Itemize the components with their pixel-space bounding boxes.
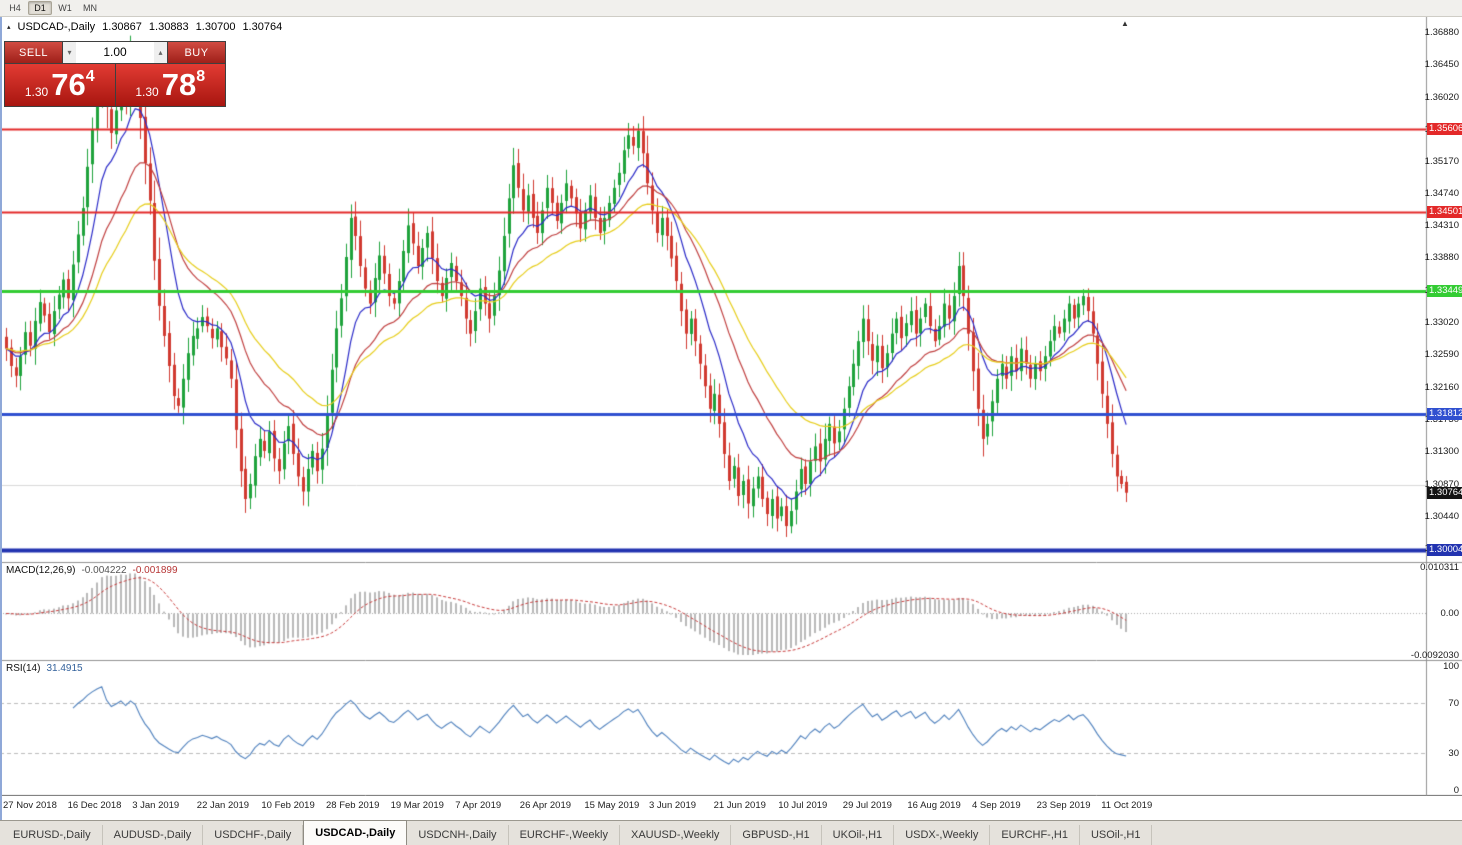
volume-increase-button[interactable]: ▴ — [154, 42, 167, 63]
date-axis-label: 26 Apr 2019 — [519, 800, 572, 811]
chart-region: ▴ USDCAD-,Daily 1.30867 1.30883 1.30700 … — [0, 17, 1462, 820]
date-axis-label: 10 Feb 2019 — [261, 800, 315, 811]
price-axis-tick: 1.30870 — [1424, 478, 1459, 490]
price-level-badge: 1.33449 — [1427, 284, 1462, 297]
timeframe-button-d1[interactable]: D1 — [28, 1, 52, 15]
trade-prices-row: 1.30 76 4 1.30 78 8 — [5, 64, 225, 106]
chart-symbol-period: USDCAD-,Daily — [17, 21, 96, 33]
date-axis-label: 29 Jul 2019 — [842, 800, 892, 811]
trade-controls-row: SELL ▾ 1.00 ▴ BUY — [5, 42, 225, 63]
macd-value-signal: -0.001899 — [132, 565, 178, 576]
rsi-axis-label: 0 — [1453, 785, 1459, 796]
price-axis-tick: 1.33020 — [1424, 317, 1459, 329]
date-axis-label: 7 Apr 2019 — [455, 800, 502, 811]
price-axis-tick: 1.32160 — [1424, 381, 1459, 393]
date-axis-label: 23 Sep 2019 — [1036, 800, 1091, 811]
tab-usdcnh-daily[interactable]: USDCNH-,Daily — [407, 825, 509, 845]
tab-eurchf-h1[interactable]: EURCHF-,H1 — [990, 825, 1080, 845]
volume-decrease-button[interactable]: ▾ — [63, 42, 76, 63]
ohlc-open: 1.30867 — [102, 21, 142, 33]
chart-canvas[interactable] — [0, 17, 1462, 796]
date-axis-label: 16 Aug 2019 — [907, 800, 961, 811]
volume-input[interactable]: 1.00 — [103, 45, 127, 59]
tab-eurchf-weekly[interactable]: EURCHF-,Weekly — [509, 825, 620, 845]
date-axis-label: 11 Oct 2019 — [1101, 800, 1153, 811]
tab-ukoil-h1[interactable]: UKOil-,H1 — [822, 825, 895, 845]
macd-axis-label: -0.0092030 — [1410, 650, 1459, 661]
timeframe-button-mn[interactable]: MN — [78, 1, 102, 15]
tab-audusd-daily[interactable]: AUDUSD-,Daily — [103, 825, 204, 845]
price-axis-tick: 1.35170 — [1424, 155, 1459, 167]
timeframe-toolbar: H4 D1 W1 MN — [0, 0, 1462, 17]
sell-price-button[interactable]: 1.30 76 4 — [5, 64, 115, 106]
price-axis-tick: 1.30440 — [1424, 511, 1459, 523]
timeframe-button-h4[interactable]: H4 — [3, 1, 27, 15]
rsi-axis-label: 30 — [1448, 747, 1459, 759]
buy-price-button[interactable]: 1.30 78 8 — [115, 64, 225, 106]
macd-name: MACD(12,26,9) — [6, 565, 76, 576]
macd-axis-label: 0.00 — [1440, 608, 1460, 620]
ohlc-low: 1.30700 — [195, 21, 236, 33]
tabs-bar: EURUSD-,Daily AUDUSD-,Daily USDCHF-,Daily U… — [0, 820, 1462, 845]
price-axis-tick: 1.32590 — [1424, 349, 1459, 361]
macd-axis-label: 0.010311 — [1420, 562, 1459, 573]
price-axis-tick: 1.36450 — [1424, 59, 1459, 71]
rsi-value: 31.4915 — [46, 663, 83, 674]
buy-button[interactable]: BUY — [168, 42, 225, 63]
price-level-badge: 1.31812 — [1427, 407, 1462, 420]
rsi-label: RSI(14) 31.4915 — [6, 663, 83, 674]
price-axis-tick: 1.34310 — [1424, 220, 1459, 232]
price-axis-tick: 1.36020 — [1424, 91, 1459, 103]
rsi-axis-label: 100 — [1443, 661, 1459, 672]
macd-label: MACD(12,26,9) -0.004222 -0.001899 — [6, 565, 178, 576]
rsi-name: RSI(14) — [6, 663, 41, 674]
timeframe-button-w1[interactable]: W1 — [53, 1, 77, 15]
buy-price-sup: 8 — [196, 68, 206, 85]
price-axis-tick: 1.34740 — [1424, 187, 1459, 199]
date-axis-label: 21 Jun 2019 — [713, 800, 766, 811]
sell-price-big: 76 — [51, 67, 86, 102]
price-level-badge: 1.35606 — [1427, 122, 1462, 135]
date-axis-label: 27 Nov 2018 — [3, 800, 57, 811]
price-level-badge: 1.30004 — [1427, 543, 1462, 556]
tab-usdx-weekly[interactable]: USDX-,Weekly — [894, 825, 991, 845]
one-click-trading-panel: SELL ▾ 1.00 ▴ BUY 1.30 76 4 1.30 78 8 — [4, 41, 226, 107]
tab-xauusd-weekly[interactable]: XAUUSD-,Weekly — [620, 825, 732, 845]
tab-usoil-h1[interactable]: USOil-,H1 — [1080, 825, 1153, 845]
window-border — [0, 17, 2, 820]
price-axis-tick: 1.33880 — [1424, 252, 1459, 264]
date-axis-label: 22 Jan 2019 — [196, 800, 250, 811]
date-axis-label: 15 May 2019 — [584, 800, 640, 811]
tab-gbpusd-h1[interactable]: GBPUSD-,H1 — [731, 825, 822, 845]
tab-usdcad-daily[interactable]: USDCAD-,Daily — [303, 820, 408, 845]
rsi-axis-label: 70 — [1448, 698, 1459, 710]
macd-value-main: -0.004222 — [81, 565, 127, 576]
date-axis-label: 3 Jun 2019 — [649, 800, 697, 811]
price-axis-tick: 1.36880 — [1424, 27, 1459, 38]
current-price-badge: 1.30764 — [1427, 486, 1462, 499]
chart-icon: ▴ — [7, 24, 11, 31]
ohlc-close: 1.30764 — [242, 21, 283, 33]
date-axis-label: 3 Jan 2019 — [132, 800, 180, 811]
date-axis-label: 16 Dec 2018 — [67, 800, 122, 811]
buy-price-big: 78 — [161, 67, 197, 102]
volume-box: ▾ 1.00 ▴ — [63, 42, 167, 63]
tab-eurusd-daily[interactable]: EURUSD-,Daily — [2, 825, 103, 845]
price-axis-tick: 1.31300 — [1424, 446, 1459, 458]
sell-button[interactable]: SELL — [5, 42, 62, 63]
sell-price-prefix: 1.30 — [24, 85, 49, 99]
date-axis-label: 10 Jul 2019 — [778, 800, 828, 811]
chart-title: ▴ USDCAD-,Daily 1.30867 1.30883 1.30700 … — [7, 21, 282, 33]
buy-price-prefix: 1.30 — [135, 85, 159, 99]
sell-price-sup: 4 — [85, 68, 95, 85]
price-level-badge: 1.34501 — [1427, 205, 1462, 218]
tab-usdchf-daily[interactable]: USDCHF-,Daily — [203, 825, 304, 845]
date-axis-label: 28 Feb 2019 — [326, 800, 380, 811]
chart-shift-marker[interactable]: ▲ — [1121, 19, 1129, 28]
date-axis-label: 19 Mar 2019 — [390, 800, 444, 811]
date-axis-label: 4 Sep 2019 — [972, 800, 1021, 811]
ohlc-high: 1.30883 — [148, 21, 189, 33]
